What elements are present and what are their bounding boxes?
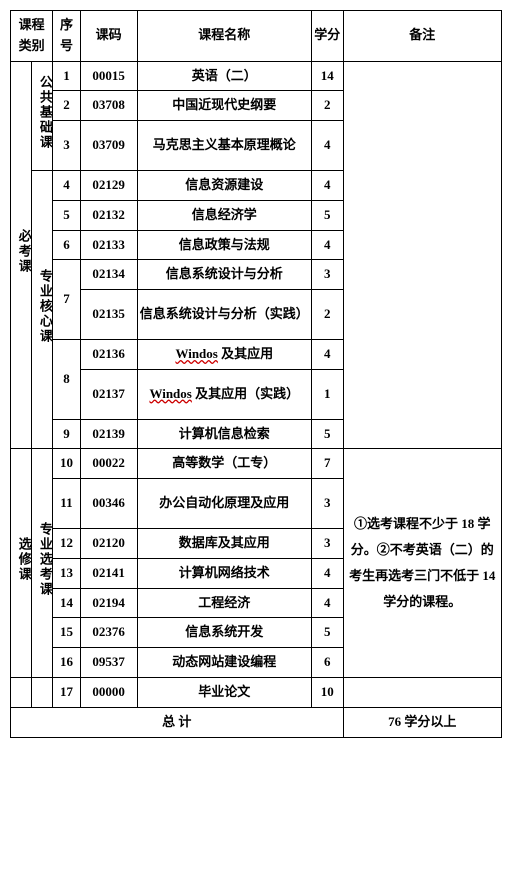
cell-code: 03709	[80, 121, 137, 171]
cell-code: 02133	[80, 230, 137, 260]
cell-code: 02120	[80, 528, 137, 558]
cell-empty	[343, 677, 501, 707]
cell-name: 马克思主义基本原理概论	[137, 121, 311, 171]
cell-code: 02137	[80, 369, 137, 419]
table-row: 选修课 专业选考课 10 00022 高等数学（工专） 7 ①选考课程不少于 1…	[11, 449, 502, 479]
cell-name: 办公自动化原理及应用	[137, 479, 311, 529]
cell-name: 信息系统开发	[137, 618, 311, 648]
cell-credit: 14	[311, 61, 343, 91]
cell-seq: 10	[53, 449, 80, 479]
cell-seq: 13	[53, 558, 80, 588]
cell-seq: 6	[53, 230, 80, 260]
cell-credit: 5	[311, 618, 343, 648]
cell-name: 信息政策与法规	[137, 230, 311, 260]
cell-name: Windos 及其应用（实践）	[137, 369, 311, 419]
cell-credit: 4	[311, 558, 343, 588]
total-label: 总 计	[11, 707, 344, 737]
cell-credit: 2	[311, 91, 343, 121]
category-elective: 选修课	[11, 449, 32, 678]
header-seq: 序号	[53, 11, 80, 62]
cell-code: 00015	[80, 61, 137, 91]
cell-credit: 6	[311, 648, 343, 678]
cell-name: 信息经济学	[137, 200, 311, 230]
cell-name: 信息系统设计与分析	[137, 260, 311, 290]
cell-note: ①选考课程不少于 18 学分。②不考英语（二）的考生再选考三门不低于 14 学分…	[343, 449, 501, 678]
cell-credit: 5	[311, 200, 343, 230]
table-row: 17 00000 毕业论文 10	[11, 677, 502, 707]
cell-name: 工程经济	[137, 588, 311, 618]
cell-name: 计算机网络技术	[137, 558, 311, 588]
category-required: 必考课	[11, 61, 32, 449]
cell-credit: 7	[311, 449, 343, 479]
curriculum-table: 课程类别 序号 课码 课程名称 学分 备注 必考课 公共基础课 1 00015 …	[10, 10, 502, 738]
cell-name: 计算机信息检索	[137, 419, 311, 449]
cell-name: 中国近现代史纲要	[137, 91, 311, 121]
cell-seq: 3	[53, 121, 80, 171]
cell-seq: 5	[53, 200, 80, 230]
cell-empty	[32, 677, 53, 707]
cell-credit: 5	[311, 419, 343, 449]
cell-code: 02136	[80, 339, 137, 369]
cell-seq: 12	[53, 528, 80, 558]
cell-credit: 3	[311, 528, 343, 558]
total-value: 76 学分以上	[343, 707, 501, 737]
cell-code: 00000	[80, 677, 137, 707]
cell-code: 02132	[80, 200, 137, 230]
cell-name: 英语（二）	[137, 61, 311, 91]
cell-seq: 2	[53, 91, 80, 121]
table-row: 必考课 公共基础课 1 00015 英语（二） 14	[11, 61, 502, 91]
header-row: 课程类别 序号 课码 课程名称 学分 备注	[11, 11, 502, 62]
cell-code: 02134	[80, 260, 137, 290]
cell-credit: 4	[311, 339, 343, 369]
cell-name: 毕业论文	[137, 677, 311, 707]
cell-credit: 3	[311, 260, 343, 290]
header-category: 课程类别	[11, 11, 53, 62]
cell-credit: 2	[311, 290, 343, 340]
cell-empty	[11, 677, 32, 707]
total-row: 总 计 76 学分以上	[11, 707, 502, 737]
header-code: 课码	[80, 11, 137, 62]
cell-code: 02141	[80, 558, 137, 588]
cell-name: 数据库及其应用	[137, 528, 311, 558]
subcategory-elective: 专业选考课	[32, 449, 53, 678]
cell-seq: 16	[53, 648, 80, 678]
cell-note-empty	[343, 61, 501, 449]
cell-credit: 10	[311, 677, 343, 707]
cell-code: 02194	[80, 588, 137, 618]
cell-seq: 9	[53, 419, 80, 449]
cell-credit: 4	[311, 170, 343, 200]
cell-seq: 4	[53, 170, 80, 200]
cell-code: 00022	[80, 449, 137, 479]
cell-code: 03708	[80, 91, 137, 121]
cell-seq: 1	[53, 61, 80, 91]
cell-credit: 3	[311, 479, 343, 529]
cell-code: 02135	[80, 290, 137, 340]
cell-code: 02376	[80, 618, 137, 648]
cell-credit: 4	[311, 121, 343, 171]
cell-name: 高等数学（工专）	[137, 449, 311, 479]
cell-credit: 1	[311, 369, 343, 419]
cell-code: 02129	[80, 170, 137, 200]
cell-name: 信息系统设计与分析（实践）	[137, 290, 311, 340]
cell-credit: 4	[311, 230, 343, 260]
cell-seq: 17	[53, 677, 80, 707]
cell-code: 09537	[80, 648, 137, 678]
header-credit: 学分	[311, 11, 343, 62]
subcategory-core: 专业核心课	[32, 170, 53, 448]
cell-credit: 4	[311, 588, 343, 618]
cell-seq: 14	[53, 588, 80, 618]
cell-name: 信息资源建设	[137, 170, 311, 200]
cell-seq: 11	[53, 479, 80, 529]
subcategory-public: 公共基础课	[32, 61, 53, 170]
cell-code: 02139	[80, 419, 137, 449]
cell-name: 动态网站建设编程	[137, 648, 311, 678]
cell-seq: 7	[53, 260, 80, 340]
header-note: 备注	[343, 11, 501, 62]
cell-code: 00346	[80, 479, 137, 529]
cell-seq: 15	[53, 618, 80, 648]
cell-name: Windos 及其应用	[137, 339, 311, 369]
cell-seq: 8	[53, 339, 80, 419]
header-name: 课程名称	[137, 11, 311, 62]
